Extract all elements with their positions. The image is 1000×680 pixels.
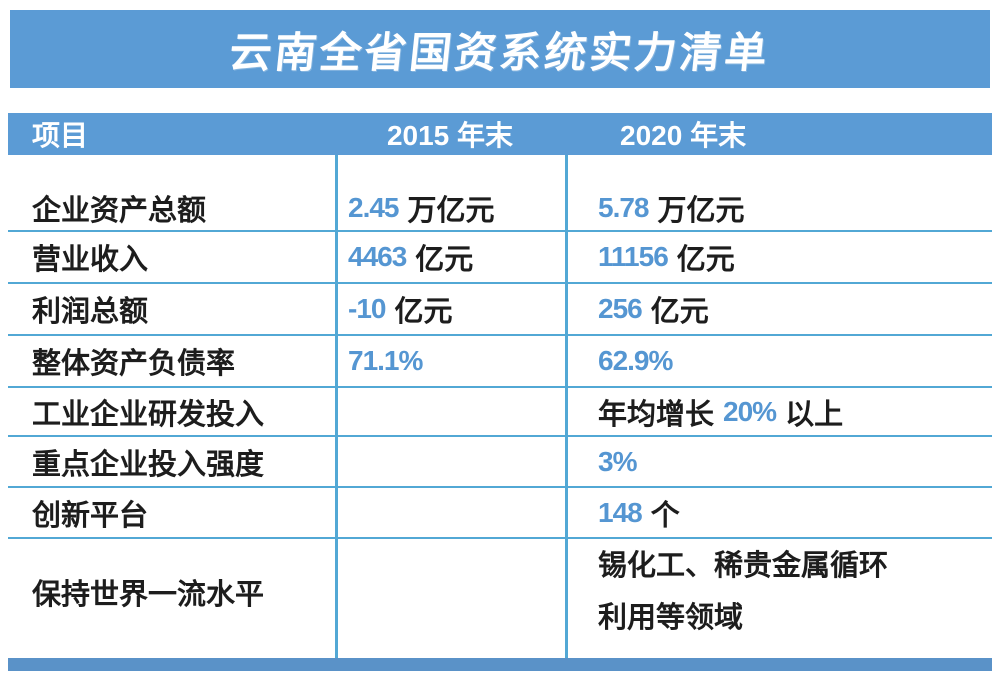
value-number: 4463 [348, 241, 407, 272]
value-unit: 亿元 [415, 244, 474, 276]
value-number: 71.1% [348, 345, 423, 376]
row-label: 保持世界一流水平 [32, 578, 265, 611]
cell-2015-empty [335, 388, 565, 435]
value-unit: 亿元 [650, 296, 709, 328]
header-2015: 2015 年末 [386, 120, 514, 151]
row-label: 工业企业研发投入 [32, 398, 265, 431]
table-row-debt-ratio: 整体资产负债率 71.1% 62.9% [8, 336, 992, 388]
cell-2020: 148 个 [565, 488, 992, 537]
cell-2020: 年均增长 20% 以上 [565, 388, 992, 435]
cell-2015: 2.45 万亿元 [335, 155, 565, 230]
header-2020: 2020 年末 [620, 120, 747, 151]
row-label: 重点企业投入强度 [32, 448, 265, 481]
table-header-row: 项目 2015 年末 2020 年末 [8, 113, 992, 155]
cell-2015: 71.1% [335, 336, 565, 386]
column-divider-1 [335, 155, 338, 658]
table-row-revenue: 营业收入 4463 亿元 11156 亿元 [8, 232, 992, 284]
value-unit: 万亿元 [407, 194, 495, 227]
table-bottom-bar [8, 658, 992, 671]
cell-2020: 3% [565, 437, 992, 486]
value-number: 62.9% [598, 345, 673, 376]
value-number: 256 [598, 293, 643, 324]
row-label: 营业收入 [32, 244, 149, 276]
value-suffix: 以上 [785, 398, 844, 431]
header-item: 项目 [32, 120, 89, 151]
table-row-profit: 利润总额 -10 亿元 256 亿元 [8, 284, 992, 336]
table-row-investment-intensity: 重点企业投入强度 3% [8, 437, 992, 488]
cell-2020: 62.9% [565, 336, 992, 386]
cell-2015-empty [335, 539, 565, 658]
value-number: 148 [598, 496, 643, 528]
cell-2015: -10 亿元 [335, 284, 565, 334]
cell-2015: 4463 亿元 [335, 232, 565, 282]
table-row-innovation-platforms: 创新平台 148 个 [8, 488, 992, 539]
row-label: 企业资产总额 [32, 194, 207, 227]
value-number: 11156 [598, 241, 669, 272]
cell-2020: 11156 亿元 [565, 232, 992, 282]
table-row-assets: 企业资产总额 2.45 万亿元 5.78 万亿元 [8, 155, 992, 232]
cell-2020: 256 亿元 [565, 284, 992, 334]
page-title: 云南全省国资系统实力清单 [227, 28, 773, 76]
cell-2015-empty [335, 437, 565, 486]
value-number: -10 [348, 293, 386, 324]
value-unit: 个 [650, 499, 680, 532]
value-number: 20% [723, 395, 777, 427]
cell-2020: 5.78 万亿元 [565, 155, 992, 230]
data-table: 项目 2015 年末 2020 年末 企业资产总额 2.45 万亿元 5.78 … [8, 113, 992, 671]
value-number: 2.45 [348, 191, 399, 223]
cell-2015-empty [335, 488, 565, 537]
cell-2020: 锡化工、稀贵金属循环 利用等领域 [565, 539, 992, 658]
column-divider-2 [565, 155, 568, 658]
value-line-1: 锡化工、稀贵金属循环 [598, 549, 889, 582]
row-label: 整体资产负债率 [32, 348, 236, 380]
table-row-rd-investment: 工业企业研发投入 年均增长 20% 以上 [8, 388, 992, 437]
value-line-2: 利用等领域 [598, 601, 744, 634]
title-banner: 云南全省国资系统实力清单 [10, 10, 990, 88]
row-label: 利润总额 [32, 296, 149, 328]
value-unit: 亿元 [394, 296, 453, 328]
value-number: 3% [598, 445, 637, 477]
value-unit: 万亿元 [657, 194, 745, 227]
value-prefix: 年均增长 [598, 398, 715, 431]
value-number: 5.78 [598, 191, 649, 223]
value-unit: 亿元 [676, 244, 735, 276]
table-body: 企业资产总额 2.45 万亿元 5.78 万亿元 营业收入 4463 亿元 11… [8, 155, 992, 658]
table-row-world-class: 保持世界一流水平 锡化工、稀贵金属循环 利用等领域 [8, 539, 992, 658]
row-label: 创新平台 [32, 499, 149, 532]
